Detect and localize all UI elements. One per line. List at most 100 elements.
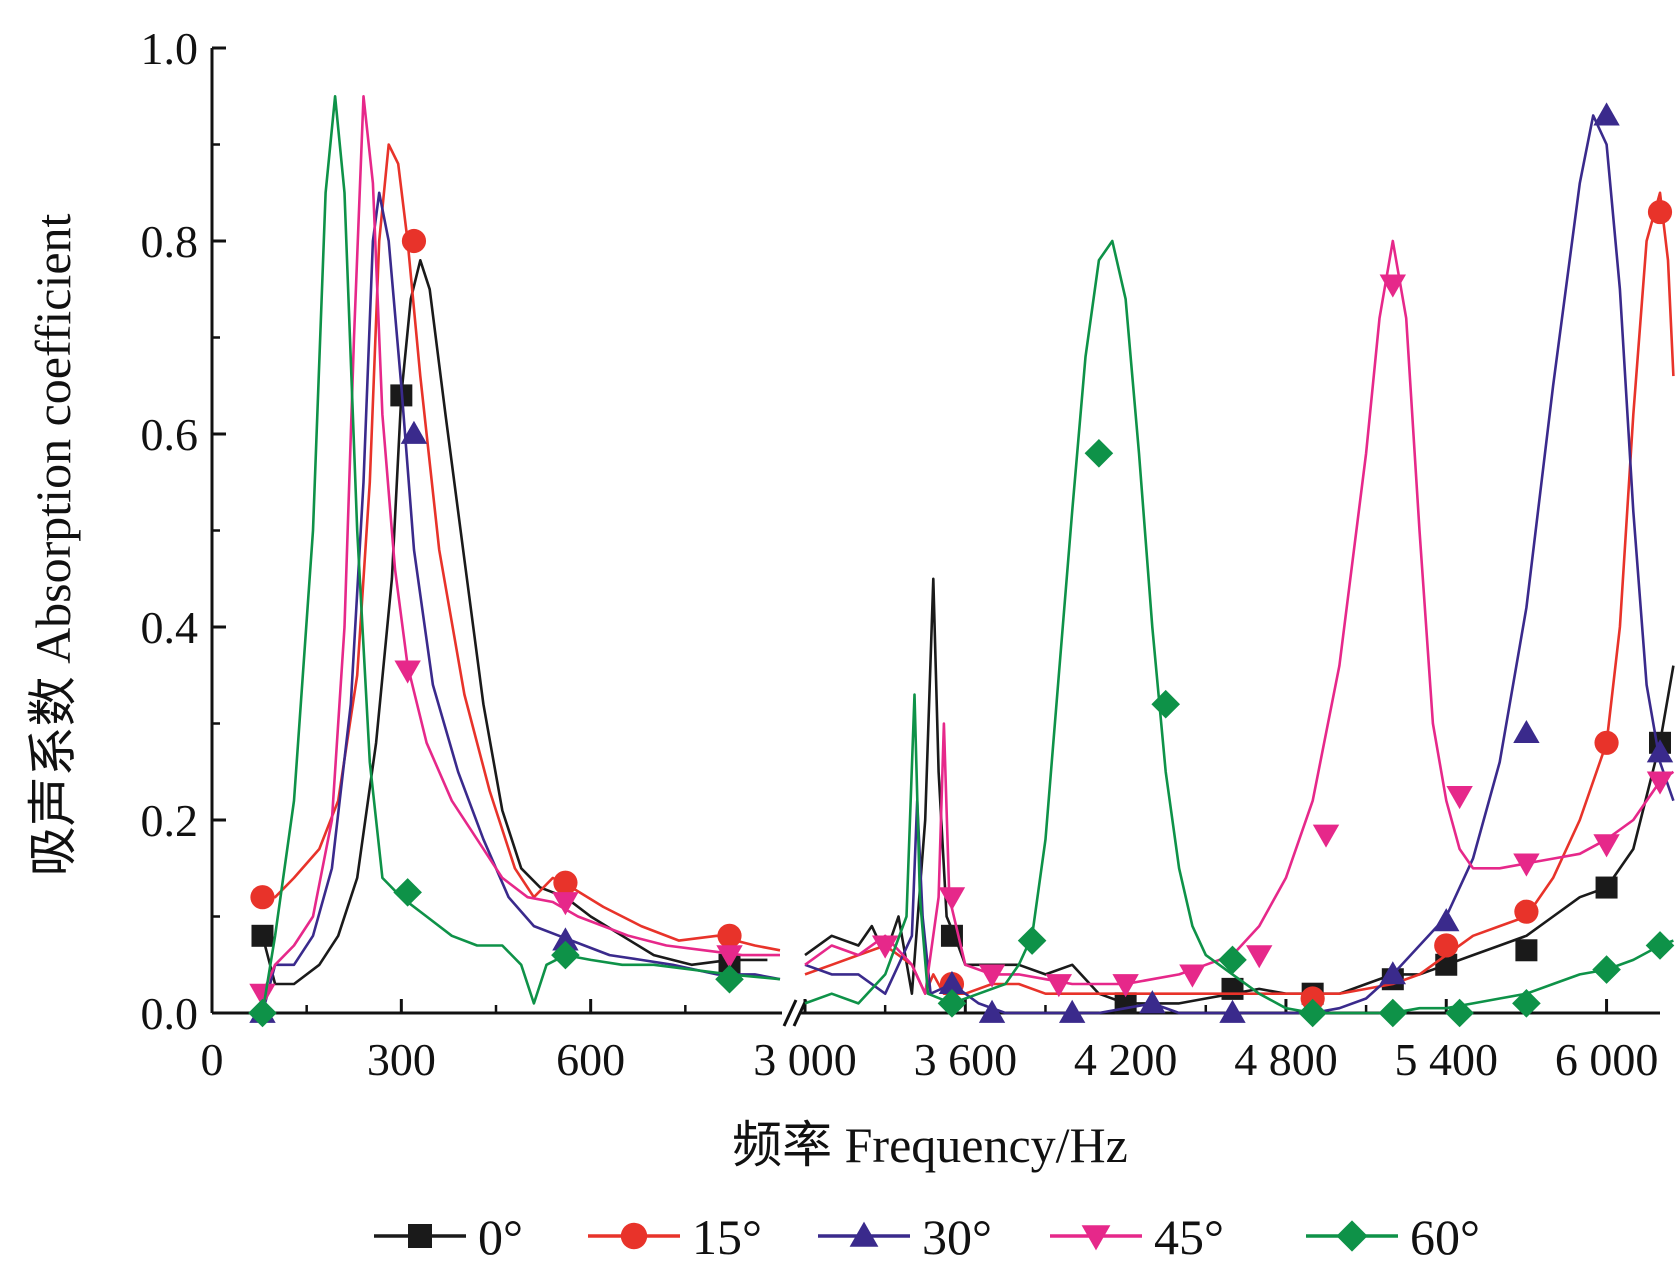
data-marker xyxy=(1084,439,1114,468)
data-marker xyxy=(978,964,1006,988)
y-tick-label: 0.0 xyxy=(141,988,199,1039)
x-tick-label: 3 000 xyxy=(753,1034,857,1085)
series-line-3-1 xyxy=(804,239,1675,995)
x-tick-label: 4 200 xyxy=(1074,1034,1178,1085)
data-marker xyxy=(1593,834,1620,858)
legend-label: 15° xyxy=(692,1209,762,1265)
data-marker xyxy=(1592,955,1621,984)
legend-label: 0° xyxy=(478,1209,523,1265)
data-marker xyxy=(1312,824,1340,848)
data-marker xyxy=(871,935,899,959)
series-line-3-0 xyxy=(261,95,780,995)
legend-item: 15° xyxy=(588,1209,762,1265)
data-marker xyxy=(717,923,742,948)
series-line-2-0 xyxy=(261,191,781,1014)
data-marker xyxy=(250,885,275,910)
series-line-2-1 xyxy=(804,114,1675,1015)
y-tick-label: 0.8 xyxy=(141,216,199,267)
data-marker xyxy=(1646,771,1674,795)
data-marker xyxy=(1246,945,1273,969)
series-3 xyxy=(249,95,1675,1007)
data-marker xyxy=(1378,998,1408,1028)
x-tick-label: 5 400 xyxy=(1395,1034,1499,1085)
series-line-0-0 xyxy=(261,259,768,986)
y-tick-label: 1.0 xyxy=(141,23,199,74)
data-marker xyxy=(978,999,1006,1023)
y-tick-label: 0.6 xyxy=(141,409,199,460)
series-2 xyxy=(249,102,1675,1023)
series-line-1-0 xyxy=(262,143,781,952)
data-marker xyxy=(551,940,580,970)
data-marker xyxy=(1595,876,1618,899)
series-layer xyxy=(248,95,1675,1028)
data-marker xyxy=(1594,730,1619,755)
data-marker xyxy=(1593,102,1620,126)
x-tick-label: 600 xyxy=(556,1034,625,1085)
data-marker xyxy=(248,998,277,1028)
legend-marker xyxy=(408,1224,432,1248)
data-marker xyxy=(1434,933,1459,958)
x-tick-label: 6 000 xyxy=(1555,1034,1659,1085)
legend-marker xyxy=(1336,1220,1368,1252)
data-marker xyxy=(1379,274,1407,298)
data-marker xyxy=(1514,899,1539,924)
legend-label: 45° xyxy=(1154,1209,1224,1265)
data-marker xyxy=(1513,719,1540,744)
data-marker xyxy=(552,927,579,951)
x-tick-label: 4 800 xyxy=(1234,1034,1338,1085)
data-marker xyxy=(938,970,966,994)
data-marker xyxy=(1446,785,1473,810)
data-marker xyxy=(552,892,579,916)
y-axis-title: 吸声系数 Absorption coefficient xyxy=(25,213,81,876)
legend-item: 0° xyxy=(374,1209,523,1265)
series-1 xyxy=(250,143,1675,1011)
data-marker xyxy=(1058,999,1086,1023)
data-marker xyxy=(1219,999,1246,1023)
data-marker xyxy=(938,887,966,911)
data-marker xyxy=(1112,974,1139,998)
x-tick-label: 3 600 xyxy=(914,1034,1018,1085)
legend-item: 60° xyxy=(1306,1209,1480,1265)
x-tick-label: 0 xyxy=(201,1034,224,1085)
data-marker xyxy=(1218,945,1247,975)
axis-labels: 频率 Frequency/Hz 吸声系数 Absorption coeffici… xyxy=(25,213,1128,1173)
data-marker xyxy=(1433,908,1460,932)
data-marker xyxy=(1445,998,1474,1028)
data-marker xyxy=(400,420,428,444)
data-marker xyxy=(937,989,967,1018)
data-marker xyxy=(401,228,427,254)
data-marker xyxy=(1139,990,1166,1014)
data-marker xyxy=(251,924,274,947)
y-tick-label: 0.4 xyxy=(141,602,199,653)
series-line-1-1 xyxy=(804,191,1675,995)
data-marker xyxy=(1179,964,1206,988)
y-tick-label: 0.2 xyxy=(141,795,199,846)
legend-marker xyxy=(1081,1225,1111,1251)
data-marker xyxy=(1379,961,1407,985)
x-axis-title: 频率 Frequency/Hz xyxy=(732,1117,1128,1173)
x-tick-label: 300 xyxy=(367,1034,436,1085)
legend-marker xyxy=(849,1221,879,1247)
legend: 0° 15° 30° 45° 60° xyxy=(374,1209,1480,1265)
legend-item: 30° xyxy=(818,1209,992,1265)
series-line-4-0 xyxy=(261,95,781,1014)
data-marker xyxy=(1646,739,1674,763)
data-marker xyxy=(1017,926,1047,955)
data-marker xyxy=(716,945,743,969)
data-marker xyxy=(394,660,421,684)
data-marker xyxy=(1513,853,1540,877)
data-marker xyxy=(249,983,276,1007)
data-marker xyxy=(1151,689,1181,719)
axes: 0.0 0.2 0.4 0.6 0.8 1.0 0 300 600 3 000 3 600 4 200… xyxy=(141,23,1660,1085)
legend-item: 45° xyxy=(1050,1209,1224,1265)
data-marker xyxy=(1515,939,1538,962)
data-marker xyxy=(1300,986,1325,1011)
series-0 xyxy=(251,259,1675,1015)
data-marker xyxy=(1647,199,1673,225)
data-marker xyxy=(1298,998,1327,1028)
data-marker xyxy=(1645,931,1675,960)
data-marker xyxy=(553,870,578,895)
data-marker xyxy=(1045,974,1073,998)
legend-label: 60° xyxy=(1410,1209,1480,1265)
